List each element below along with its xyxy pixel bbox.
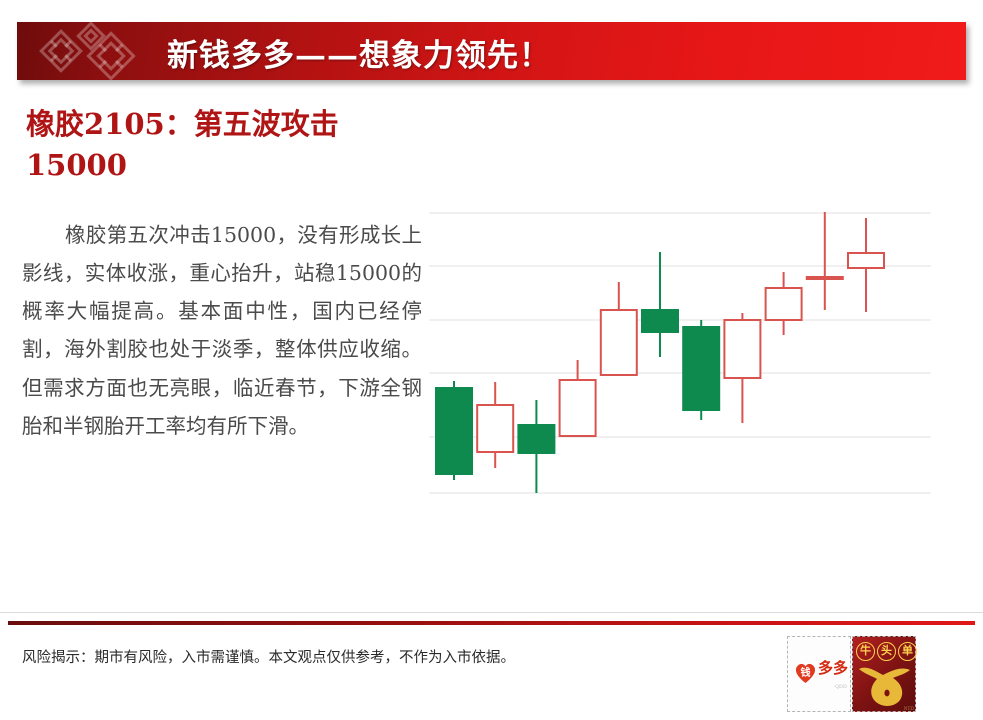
chart-candles [435, 212, 885, 493]
qianduoduo-label: 多多 [818, 659, 849, 677]
footer-hairline [0, 612, 983, 613]
niutoudan-char-0: 牛 [856, 642, 875, 661]
footer-rule [8, 621, 975, 625]
candlestick-chart [429, 196, 931, 506]
niutoudan-mark: 牛头单 NTD [853, 637, 917, 713]
header-banner: 新钱多多——想象力领先！ [17, 22, 966, 80]
footer-logo-group: 钱 多多 QDD 牛头单 NTD [787, 636, 917, 712]
heart-icon: 钱 [795, 663, 816, 683]
niutoudan-chars: 牛头单 [856, 642, 917, 661]
footer-disclaimer: 风险揭示：期市有风险，入市需谨慎。本文观点仅供参考，不作为入市依据。 [22, 650, 515, 666]
qianduoduo-heart-char: 钱 [801, 666, 811, 679]
niutoudan-char-2: 单 [898, 642, 917, 661]
header-title: 新钱多多——想象力领先！ [167, 38, 551, 74]
chart-gridlines [429, 212, 931, 494]
chart-canvas [429, 212, 931, 494]
qianduoduo-stamp: 钱 多多 QDD [787, 636, 851, 712]
page-title: 橡胶2105：第五波攻击15000 [26, 107, 339, 183]
niutoudan-subtext: NTD [903, 707, 914, 712]
qianduoduo-mark: 钱 多多 QDD [792, 657, 850, 691]
niutoudan-char-1: 头 [877, 642, 896, 661]
bull-head-icon [859, 667, 910, 706]
body-paragraph: 橡胶第五次冲击15000，没有形成长上影线，实体收涨，重心抬升，站稳15000的… [22, 223, 422, 438]
niutoudan-stamp: 牛头单 NTD [852, 636, 917, 713]
chinese-knot-diamond-icon [39, 22, 136, 80]
qianduoduo-subtext: QDD [835, 685, 847, 690]
